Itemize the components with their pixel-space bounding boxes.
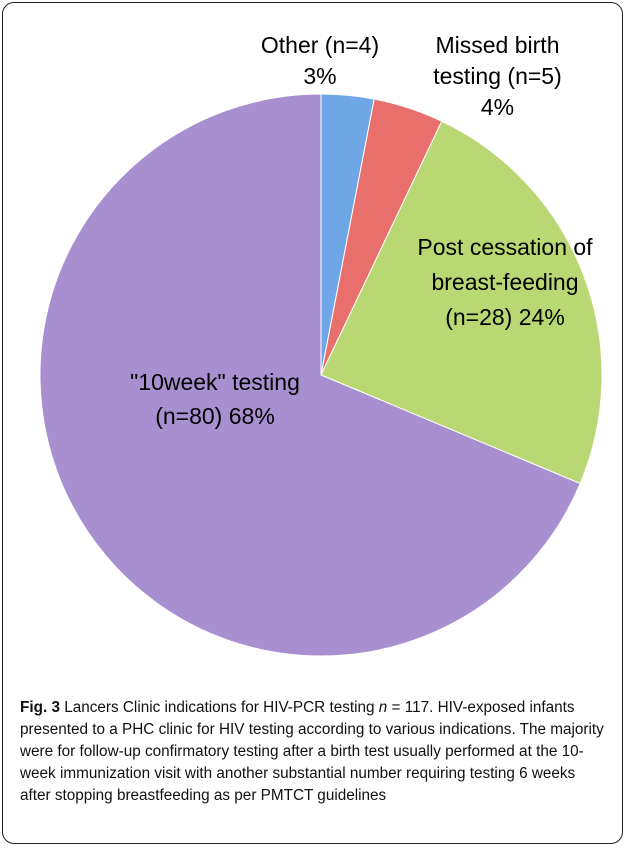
slice-label: Post cessation of breast-feeding (n=28) … <box>410 230 600 335</box>
slice-label: "10week" testing (n=80) 68% <box>100 365 330 433</box>
caption-text: = 117. HIV-exposed infants presented to … <box>20 699 604 804</box>
category-label: Other (n=4) <box>260 32 380 58</box>
caption-n: n <box>378 699 388 716</box>
pie-slice <box>39 93 581 657</box>
category-label: Post cessation of breast-feeding (n=28) <box>417 234 593 330</box>
value-label: 4% <box>480 94 515 120</box>
value-label: 24% <box>518 304 565 330</box>
chart <box>39 93 603 657</box>
slice-label: Missed birth testing (n=5) 4% <box>405 30 590 123</box>
slice-label: Other (n=4) 3% <box>220 30 420 92</box>
value-label: 68% <box>228 403 275 429</box>
caption: Fig. 3 Lancers Clinic indications for HI… <box>20 697 610 807</box>
category-label: "10week" testing (n=80) <box>130 369 300 429</box>
category-label: Missed birth testing (n=5) <box>433 32 562 89</box>
caption-label: Fig. 3 <box>20 699 60 716</box>
caption-text: Lancers Clinic indications for HIV-PCR t… <box>64 699 375 716</box>
value-label: 3% <box>303 63 337 89</box>
pie-slice <box>320 120 603 485</box>
